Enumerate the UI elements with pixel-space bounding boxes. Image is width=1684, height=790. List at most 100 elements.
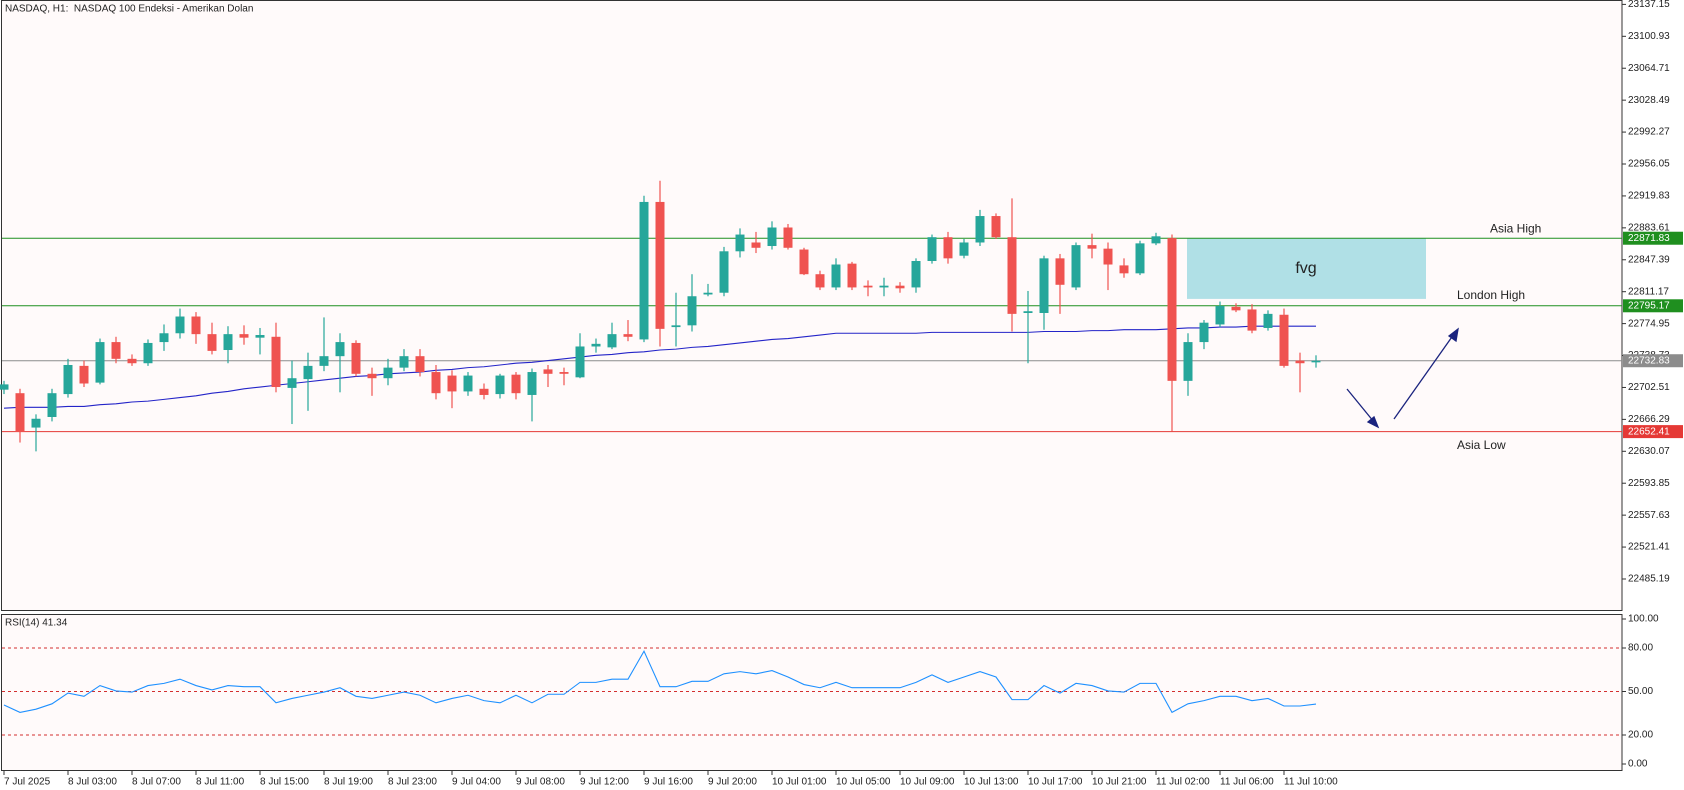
candle-body [143,342,153,364]
x-tick-label: 11 Jul 10:00 [1284,777,1338,788]
price-tag [1623,425,1683,439]
arrow-down [1346,388,1375,423]
rsi-pane [1,614,1623,771]
candle-body [287,378,297,388]
candle-body [335,342,345,357]
candle-body [271,336,281,388]
candle-body [511,374,521,394]
x-tick-label: 10 Jul 05:00 [836,777,891,788]
candle-body [607,334,617,348]
candle-body [495,375,505,395]
forecast-arrows [1346,327,1459,429]
x-tick-label: 11 Jul 06:00 [1220,777,1274,788]
candle-body [159,333,169,343]
candle-body [1295,360,1305,364]
candle-body [1007,237,1017,314]
y-tick-label: 22666.29 [1628,414,1670,425]
x-tick-label: 8 Jul 07:00 [132,777,181,788]
candle-body [815,274,825,288]
candle-body [431,372,441,394]
candle-body [1183,342,1193,381]
candle-body [1199,322,1209,343]
y-tick-label: 23137.15 [1628,0,1670,10]
candle-body [1055,258,1065,285]
candle-body [927,237,937,261]
fvg-label: fvg [1295,260,1316,277]
candle-body [463,375,473,392]
candle-body [207,334,217,351]
x-tick-label: 10 Jul 13:00 [964,777,1019,788]
x-tick-label: 9 Jul 08:00 [516,777,565,788]
candle-body [895,285,905,289]
candle-body [623,334,633,337]
candle-body [1119,265,1129,274]
candle-body [863,285,873,288]
x-tick-label: 7 Jul 2025 [4,777,51,788]
x-tick-label: 9 Jul 04:00 [452,777,501,788]
moving-average [3,325,1316,409]
candle-body [223,334,233,351]
candle-body [879,285,889,288]
candle-body [15,393,25,432]
candle-body [383,367,393,379]
candle-body [447,375,457,392]
candle-body [111,342,121,359]
rsi-title: RSI(14) 41.34 [5,618,68,629]
candle-body [751,242,761,248]
candle-body [639,201,649,340]
candle-body [943,237,953,259]
candle-body [1231,306,1241,311]
price-tag-label: 22732.83 [1628,355,1670,366]
candle-body [1087,245,1097,249]
candle-body [415,356,425,373]
x-tick-label: 8 Jul 11:00 [196,777,245,788]
arrow-head [1447,327,1459,343]
candle-body [991,216,1001,238]
candle-body [1103,248,1113,265]
y-tick-label: 22919.83 [1628,191,1670,202]
y-tick-label: 0.00 [1628,759,1648,770]
x-tick-label: 10 Jul 17:00 [1028,777,1083,788]
candle-body [543,369,553,374]
x-tick-label: 8 Jul 19:00 [324,777,373,788]
candle-body [591,343,601,347]
candle-body [1279,314,1289,366]
candle-body [1071,245,1081,288]
candle-body [1135,243,1145,274]
x-tick-label: 8 Jul 03:00 [68,777,117,788]
candle-body [831,264,841,288]
level-label: Asia High [1490,221,1541,235]
candle-body [527,372,537,395]
y-tick-label: 23028.49 [1628,95,1670,106]
price-tag-label: 22652.41 [1628,426,1670,437]
arrow-up [1393,333,1455,420]
y-tick-label: 23100.93 [1628,31,1670,42]
layer-main [0,180,1321,714]
y-tick-label: 22593.85 [1628,478,1670,489]
x-tick-label: 8 Jul 23:00 [388,777,437,788]
x-tick-label: 9 Jul 12:00 [580,777,629,788]
x-tick-label: 9 Jul 16:00 [644,777,693,788]
x-tick-label: 8 Jul 15:00 [260,777,309,788]
candle-body [735,234,745,252]
candle-body [303,365,313,380]
candle-body [127,358,137,364]
candle-body [655,201,665,329]
chart-title: NASDAQ, H1: NASDAQ 100 Endeksi - Amerika… [5,4,253,15]
candle-body [1247,309,1257,331]
price-tag [1623,354,1683,368]
candle-body [239,334,249,338]
candle-body [671,325,681,328]
y-tick-label: 22774.95 [1628,318,1670,329]
candle-body [783,227,793,248]
candle-body [1167,238,1177,381]
y-tick-label: 50.00 [1628,686,1653,697]
y-tick-label: 22847.39 [1628,254,1670,265]
price-tag [1623,299,1683,313]
candle-body [703,292,713,295]
fvg-zone [1187,238,1426,299]
candle-body [559,372,569,374]
candle-body [319,356,329,366]
